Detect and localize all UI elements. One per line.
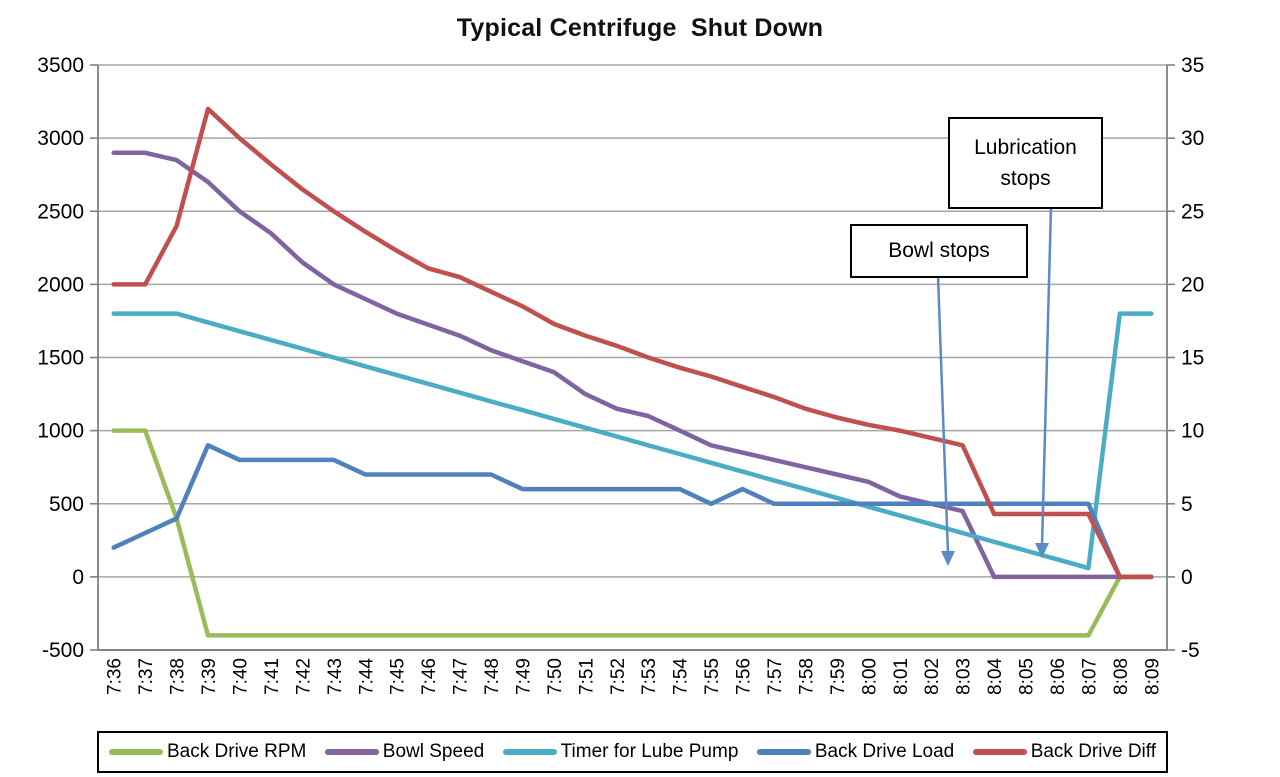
- annotation-arrowhead-icon: [1035, 543, 1049, 558]
- x-axis-label: 7:52: [608, 658, 629, 695]
- series-line-timer-for-lube-pump: [111, 311, 1154, 571]
- legend-swatch-icon: [756, 749, 811, 755]
- y-axis-left-label: 0: [72, 566, 84, 589]
- x-axis-label: 7:58: [796, 658, 817, 695]
- y-axis-right-label: 15: [1181, 347, 1204, 370]
- y-axis-right-label: 35: [1181, 54, 1204, 77]
- y-axis-left-label: 1500: [37, 347, 84, 370]
- y-axis-left-label: 1000: [37, 420, 84, 443]
- x-axis-label: 7:46: [419, 658, 440, 695]
- legend-label: Bowl Speed: [382, 741, 485, 762]
- y-axis-right-label: -5: [1181, 639, 1200, 662]
- legend-swatch-icon: [324, 749, 379, 755]
- y-axis-right-label: 5: [1181, 493, 1193, 516]
- x-axis-label: 8:03: [954, 658, 975, 695]
- x-axis-label: 8:04: [985, 658, 1006, 695]
- legend-label: Back Drive RPM: [167, 741, 307, 762]
- legend-label: Back Drive Diff: [1030, 741, 1156, 762]
- y-axis-left-label: 3000: [37, 127, 84, 150]
- annotation-lubrication-stops: Lubrication stops: [948, 117, 1103, 209]
- legend-swatch-icon: [502, 749, 557, 755]
- annotation-arrow-line: [1040, 206, 1053, 547]
- x-axis-label: 8:09: [1142, 658, 1163, 695]
- x-axis-label: 7:55: [702, 658, 723, 695]
- legend-label: Timer for Lube Pump: [560, 741, 739, 762]
- x-axis-label: 7:45: [388, 658, 409, 695]
- legend: Back Drive RPM Bowl Speed Timer for Lube P…: [97, 731, 1168, 773]
- x-axis-label: 7:39: [199, 658, 220, 695]
- y-axis-left-label: -500: [42, 639, 84, 662]
- x-axis-label: 8:06: [1048, 658, 1069, 695]
- y-axis-right-label: 0: [1181, 566, 1193, 589]
- y-axis-right-label: 10: [1181, 420, 1204, 443]
- y-axis-right-label: 20: [1181, 273, 1204, 296]
- x-axis-label: 7:50: [545, 658, 566, 695]
- annotation-arrowhead-icon: [941, 551, 955, 566]
- x-axis-label: 7:40: [230, 658, 251, 695]
- x-axis-label: 7:57: [765, 658, 786, 695]
- series-line-bowl-speed: [111, 150, 1154, 580]
- x-axis-label: 7:54: [671, 658, 692, 695]
- x-axis-label: 7:42: [293, 658, 314, 695]
- legend-item: Bowl Speed: [324, 741, 485, 763]
- series-line-back-drive-rpm: [111, 428, 1154, 638]
- x-axis-label: 7:36: [105, 658, 126, 695]
- legend-swatch-icon: [109, 749, 163, 755]
- y-axis-left-label: 3500: [37, 54, 84, 77]
- x-axis-label: 7:48: [482, 658, 503, 695]
- legend-label: Back Drive Load: [814, 741, 955, 762]
- legend-item: Timer for Lube Pump: [502, 741, 739, 763]
- y-axis-left-label: 500: [49, 493, 84, 516]
- x-axis-label: 7:41: [262, 658, 283, 695]
- x-axis-label: 7:47: [451, 658, 472, 695]
- y-axis-right-label: 25: [1181, 200, 1204, 223]
- x-axis-label: 7:51: [576, 658, 597, 695]
- x-axis-label: 7:49: [513, 658, 534, 695]
- legend-item: Back Drive Load: [756, 741, 955, 763]
- y-axis-left-label: 2500: [37, 200, 84, 223]
- annotation-label: Lubrication stops: [974, 135, 1077, 191]
- x-axis-label: 7:56: [734, 658, 755, 695]
- series-line-back-drive-diff: [111, 106, 1154, 580]
- x-axis-label: 8:00: [859, 658, 880, 695]
- annotation-bowl-stops: Bowl stops: [850, 224, 1028, 278]
- chart-title: Typical Centrifuge Shut Down: [456, 14, 824, 42]
- x-axis-label: 7:43: [325, 658, 346, 695]
- x-axis-label: 7:59: [828, 658, 849, 695]
- x-axis-label: 8:02: [922, 658, 943, 695]
- annotation-arrow-line: [936, 275, 950, 555]
- series-line-back-drive-load: [111, 443, 1154, 580]
- legend-swatch-icon: [972, 749, 1027, 755]
- legend-item: Back Drive Diff: [972, 741, 1156, 763]
- x-axis-label: 8:01: [891, 658, 912, 695]
- legend-item: Back Drive RPM: [109, 741, 306, 763]
- x-axis-label: 7:53: [639, 658, 660, 695]
- x-axis-label: 7:38: [168, 658, 189, 695]
- annotation-label: Bowl stops: [888, 239, 990, 263]
- x-axis-label: 8:05: [1017, 658, 1038, 695]
- x-axis-label: 7:37: [136, 658, 157, 695]
- y-axis-left-label: 2000: [37, 273, 84, 296]
- y-axis-right-label: 30: [1181, 127, 1204, 150]
- x-axis-label: 7:44: [356, 658, 377, 695]
- x-axis-label: 8:08: [1111, 658, 1132, 695]
- x-axis-label: 8:07: [1079, 658, 1100, 695]
